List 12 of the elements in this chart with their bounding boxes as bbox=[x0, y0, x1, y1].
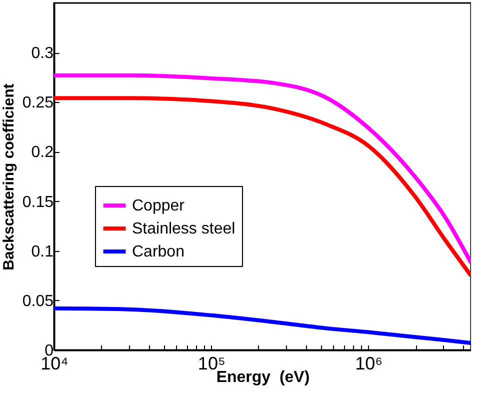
legend-label: Copper bbox=[132, 198, 186, 214]
x-axis-title: Energy (eV) bbox=[216, 369, 310, 386]
x-tick-label: 10⁶ bbox=[355, 354, 383, 374]
y-tick-label: 0.15 bbox=[22, 194, 54, 211]
legend-label: Stainless steel bbox=[132, 220, 236, 238]
legend-label: Carbon bbox=[132, 244, 184, 260]
y-tick-label: 0.1 bbox=[31, 243, 54, 260]
y-tick-label: 0.25 bbox=[22, 94, 54, 112]
y-axis-title: Backscattering coefficient bbox=[0, 84, 18, 270]
y-tick-label: 0.2 bbox=[31, 144, 54, 162]
y-tick-label: 0.05 bbox=[22, 292, 54, 310]
y-tick-label: 0.3 bbox=[31, 45, 54, 62]
